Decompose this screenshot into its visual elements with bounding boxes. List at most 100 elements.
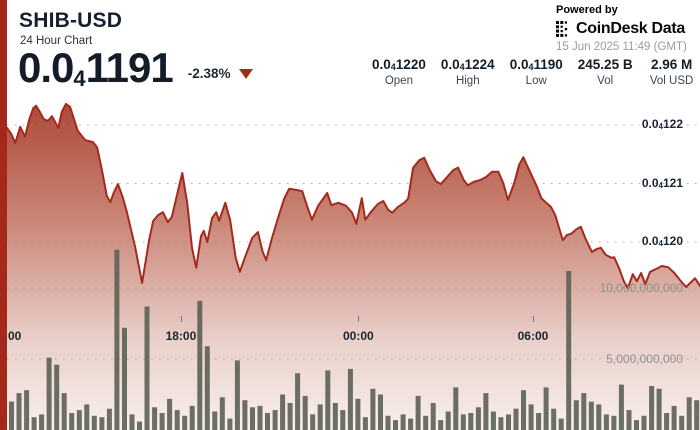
time-axis-label: 00 — [8, 329, 22, 343]
stat-open-label: Open — [384, 75, 413, 87]
volume-bar — [626, 410, 632, 430]
volume-bar — [355, 398, 361, 430]
time-axis-tick — [532, 316, 534, 322]
volume-bar — [490, 411, 496, 430]
current-price-row: 0.041191 -2.38% — [18, 44, 253, 91]
volume-bar — [16, 393, 22, 430]
volume-bar — [250, 407, 255, 430]
page-title: SHIB-USD — [19, 9, 123, 32]
price-axis-label: 0.04121 — [641, 175, 683, 190]
change-down-icon — [238, 68, 253, 79]
volume-bar — [611, 415, 617, 430]
stat-high: 0.041224 High — [441, 57, 495, 87]
time-axis-tick — [358, 316, 360, 322]
volume-bar — [362, 417, 368, 430]
volume-bar — [408, 418, 414, 430]
volume-bar — [498, 417, 504, 430]
price-axis-label: 0.04122 — [641, 117, 683, 131]
volume-bar — [430, 403, 436, 430]
volume-bar — [99, 417, 105, 430]
volume-bar — [393, 420, 398, 430]
volume-bar — [69, 413, 75, 430]
volume-bar — [347, 368, 353, 430]
volume-bar — [242, 400, 248, 430]
volume-bar — [91, 415, 97, 430]
volume-bar — [234, 360, 240, 430]
volume-bar — [302, 395, 308, 430]
stat-high-value: 0.041224 — [440, 57, 495, 72]
volume-bar — [325, 370, 331, 430]
powered-by-label: Powered by — [556, 4, 618, 16]
volume-bar — [551, 408, 557, 430]
chart-timestamp: 15 Jun 2025 11:49 (GMT) — [556, 41, 687, 53]
volume-bar — [445, 411, 451, 430]
volume-bar — [152, 407, 158, 430]
price-area-fill — [7, 103, 700, 430]
volume-bar — [340, 410, 346, 430]
volume-bar — [558, 418, 564, 430]
volume-bar — [679, 415, 685, 430]
stat-low: 0.041190 Low — [510, 57, 563, 87]
coindesk-logo-row[interactable]: CoinDesk Data — [556, 20, 696, 38]
volume-bar — [310, 414, 316, 430]
volume-bar — [385, 415, 391, 430]
volume-bar — [39, 414, 45, 430]
volume-bar — [618, 384, 624, 430]
volume-bar — [287, 403, 293, 430]
volume-bar — [114, 249, 120, 430]
volume-bar — [596, 404, 602, 430]
price-change-percent: -2.38% — [187, 66, 231, 81]
volume-bar — [528, 404, 534, 430]
volume-bar — [694, 400, 700, 430]
volume-bar — [423, 415, 429, 430]
stat-vol-usd-label: Vol USD — [649, 75, 694, 87]
price-subscript: 4 — [73, 66, 86, 91]
volume-bar — [219, 397, 225, 430]
volume-bar — [686, 397, 692, 430]
time-axis-label: 06:00 — [517, 329, 549, 343]
volume-bar — [566, 271, 572, 430]
volume-bar — [634, 420, 639, 430]
volume-bar — [468, 413, 474, 430]
coindesk-logo-text: CoinDesk Data — [576, 20, 686, 37]
volume-bar — [415, 395, 421, 430]
volume-axis-label: 10,000,000,000 — [599, 281, 683, 295]
price-change: -2.38% — [188, 66, 253, 81]
volume-bar — [182, 415, 188, 430]
volume-bar — [543, 387, 549, 430]
volume-bar — [506, 414, 511, 430]
volume-bar — [9, 401, 14, 430]
volume-bar — [24, 390, 30, 430]
volume-bar — [272, 410, 278, 430]
volume-bar — [31, 417, 37, 430]
volume-bar — [122, 327, 127, 430]
stat-vol-label: Vol — [597, 75, 614, 87]
left-accent-bar — [0, 0, 7, 430]
volume-bar — [76, 410, 82, 430]
volume-bar — [536, 413, 542, 430]
volume-bar — [212, 411, 218, 430]
current-price: 0.041191 — [18, 44, 174, 91]
volume-bar — [265, 413, 270, 430]
volume-bar — [159, 413, 165, 430]
volume-bar — [257, 405, 263, 430]
volume-bar — [649, 386, 655, 430]
volume-bar — [378, 394, 383, 430]
stat-low-label: Low — [525, 75, 547, 87]
volume-bar — [189, 405, 195, 430]
volume-bar — [438, 420, 444, 430]
volume-bar — [513, 408, 519, 430]
price-line — [6, 102, 700, 290]
volume-bar — [84, 404, 90, 430]
stat-vol: 245.25 B Vol — [578, 57, 633, 87]
volume-bar — [295, 373, 301, 430]
volume-bar — [521, 390, 526, 430]
chart-subtitle: 24 Hour Chart — [20, 35, 93, 47]
volume-axis-label: 5,000,000,000 — [606, 352, 683, 366]
volume-bar — [144, 306, 150, 430]
ohlc-stats-row: 0.041220 Open 0.041224 High 0.041190 Low… — [372, 57, 696, 87]
volume-bar — [603, 414, 609, 430]
volume-bar — [475, 407, 481, 430]
